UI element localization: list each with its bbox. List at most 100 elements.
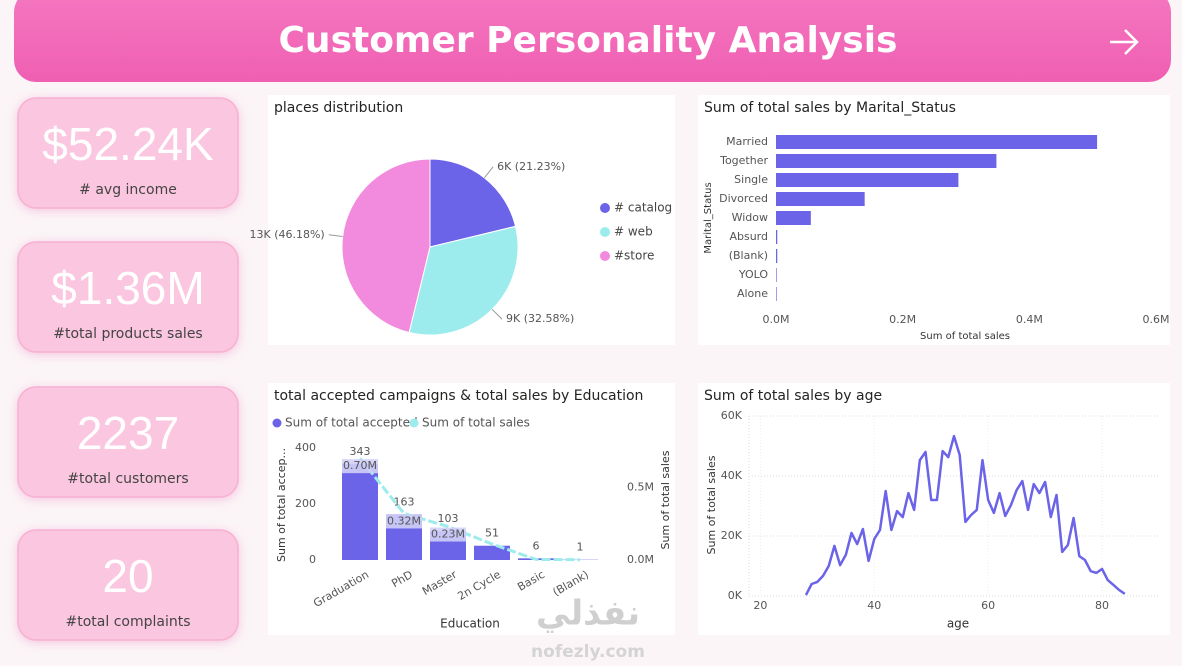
kpi-value: 2237 [77,407,179,459]
panel [698,383,1170,635]
y-tick-label: Divorced [719,192,768,205]
bar [776,211,811,225]
data-label: 13K (46.18%) [249,228,324,241]
kpi-label: #total customers [67,471,188,487]
y-tick-label: 400 [295,441,316,454]
bar [776,249,778,263]
y2-axis-label: Sum of total sales [659,450,672,549]
kpi-card [17,386,239,498]
data-label: 0.23M [431,528,465,541]
bar [776,287,777,301]
data-label: 0.70M [343,459,377,472]
legend-marker [600,227,610,237]
kpi-card [17,529,239,641]
x-axis-label: Education [440,617,500,631]
y-tick-label: YOLO [738,268,769,281]
chart-title: Sum of total sales by Marital_Status [704,100,956,116]
y-tick-label: Alone [737,287,768,300]
x-tick-label: 0.4M [1016,313,1043,326]
x-tick-label: 80 [1095,599,1109,612]
x-axis-label: age [947,617,969,631]
label-box [430,527,466,542]
bar [776,135,1098,149]
x-tick-label: 20 [753,599,767,612]
bar [776,268,777,282]
kpi-value: 20 [102,550,153,602]
kpi-value: $1.36M [51,262,204,314]
legend-label: Sum of total sales [422,416,530,430]
x-tick-label: 0.2M [889,313,916,326]
y-tick-label: Single [734,173,768,186]
data-label: 1 [577,541,584,554]
pie-slice [408,225,519,336]
y-tick-label: 0K [728,589,743,602]
y-tick-label: Together [719,154,768,167]
data-label: 6 [533,539,540,552]
chart-title: places distribution [274,100,403,116]
x-tick-label: 0.6M [1143,313,1170,326]
data-label: 51 [485,527,499,540]
x-tick-label: 60 [981,599,995,612]
y-tick-label: 60K [721,409,743,422]
y2-tick-label: 0.0M [627,553,654,566]
y-tick-label: Married [726,135,768,148]
bar [776,154,997,168]
y2-tick-label: 0.5M [627,480,654,493]
data-label: 9K (32.58%) [506,312,574,325]
kpi-label: # avg income [79,182,177,198]
leader-line [491,308,503,320]
panel [698,95,1170,345]
panel [268,383,675,635]
pie-slice [429,158,517,248]
y-tick-label: 200 [295,497,316,510]
legend-label: # catalog [614,201,672,215]
y-axis-label: Marital_Status [703,182,714,253]
chart-title: Sum of total sales by age [704,388,882,404]
kpi-value: $52.24K [42,118,214,170]
header-title: Customer Personality Analysis [279,20,898,61]
legend-marker [600,251,610,261]
x-tick-label: 40 [867,599,881,612]
legend-marker [409,418,419,428]
legend-label: # web [614,225,653,239]
kpi-label: #total complaints [66,614,191,630]
y-tick-label: 20K [721,529,743,542]
bar [474,545,510,560]
x-axis-label: Sum of total sales [920,331,1010,342]
bar [776,192,865,206]
y-tick-label: 40K [721,469,743,482]
legend-marker [600,203,610,213]
y-tick-label: Widow [732,211,768,224]
line [804,434,1126,596]
bar [342,463,378,560]
leader-line [328,234,343,237]
bar [776,230,778,244]
legend-label: #store [614,249,654,263]
y-tick-label: 0 [309,553,316,566]
nav-arrow[interactable] [1110,29,1139,55]
y-axis-label: Sum of total sales [705,455,718,554]
line [358,457,581,562]
y-tick-label: Absurd [729,230,768,243]
x-tick-label: 0.0M [763,313,790,326]
leader-line [484,166,494,179]
pie-slice [341,158,431,334]
watermark: نفذلي [536,594,640,634]
chart-title: total accepted campaigns & total sales b… [274,388,643,404]
watermark: nofezly.com [531,642,645,662]
header-bar [14,0,1171,82]
kpi-label: #total products sales [53,326,202,342]
data-label: 103 [438,512,459,525]
data-label: 343 [350,445,371,458]
legend-marker [272,418,282,428]
kpi-card [17,97,239,209]
y-tick-label: (Blank) [729,249,768,262]
label-box [386,514,422,529]
y-axis-label: Sum of total accep... [275,448,288,562]
legend-label: Sum of total accepted [285,416,418,430]
data-label: 0.32M [387,514,421,527]
label-box [342,459,378,474]
bar [776,173,959,187]
